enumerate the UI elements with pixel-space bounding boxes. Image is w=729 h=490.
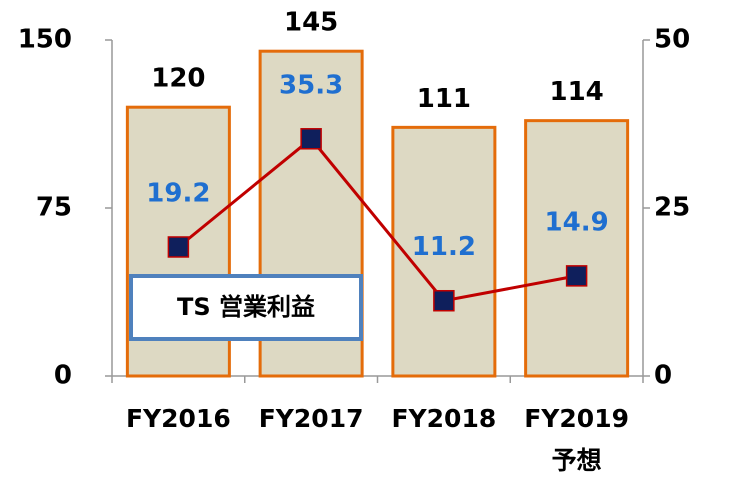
- y-tick-label: 150: [18, 25, 72, 55]
- line-marker: [433, 289, 455, 312]
- bar: [391, 125, 497, 378]
- y2-tick-label: 25: [654, 193, 690, 223]
- x-tick-label: FY2017: [258, 404, 364, 433]
- x-tick-label: FY2019 予想: [524, 404, 629, 475]
- line-value-label: 14.9: [545, 207, 609, 237]
- bar-value-label: 145: [284, 8, 338, 38]
- line-value-label: 11.2: [412, 232, 476, 262]
- line-marker: [300, 128, 322, 150]
- bar-value-label: 114: [549, 77, 603, 107]
- x-tick-label: FY2016: [125, 404, 231, 433]
- x-tick-label: FY2018: [391, 404, 497, 433]
- line-marker: [167, 236, 190, 258]
- y2-tick-label: 0: [654, 361, 672, 391]
- y-tick-label: 0: [54, 361, 72, 391]
- y-tick-label: 75: [36, 193, 72, 223]
- annotation: TS 営業利益: [177, 293, 315, 321]
- y2-tick-label: 50: [654, 25, 690, 55]
- line-value-label: 35.3: [279, 70, 343, 100]
- bar-value-label: 111: [417, 84, 471, 114]
- annotation-box: [129, 274, 363, 341]
- line-value-label: 19.2: [146, 178, 210, 208]
- line-marker: [565, 265, 588, 287]
- bar: [524, 119, 630, 378]
- line: [177, 136, 577, 303]
- bar-value-label: 120: [151, 64, 205, 94]
